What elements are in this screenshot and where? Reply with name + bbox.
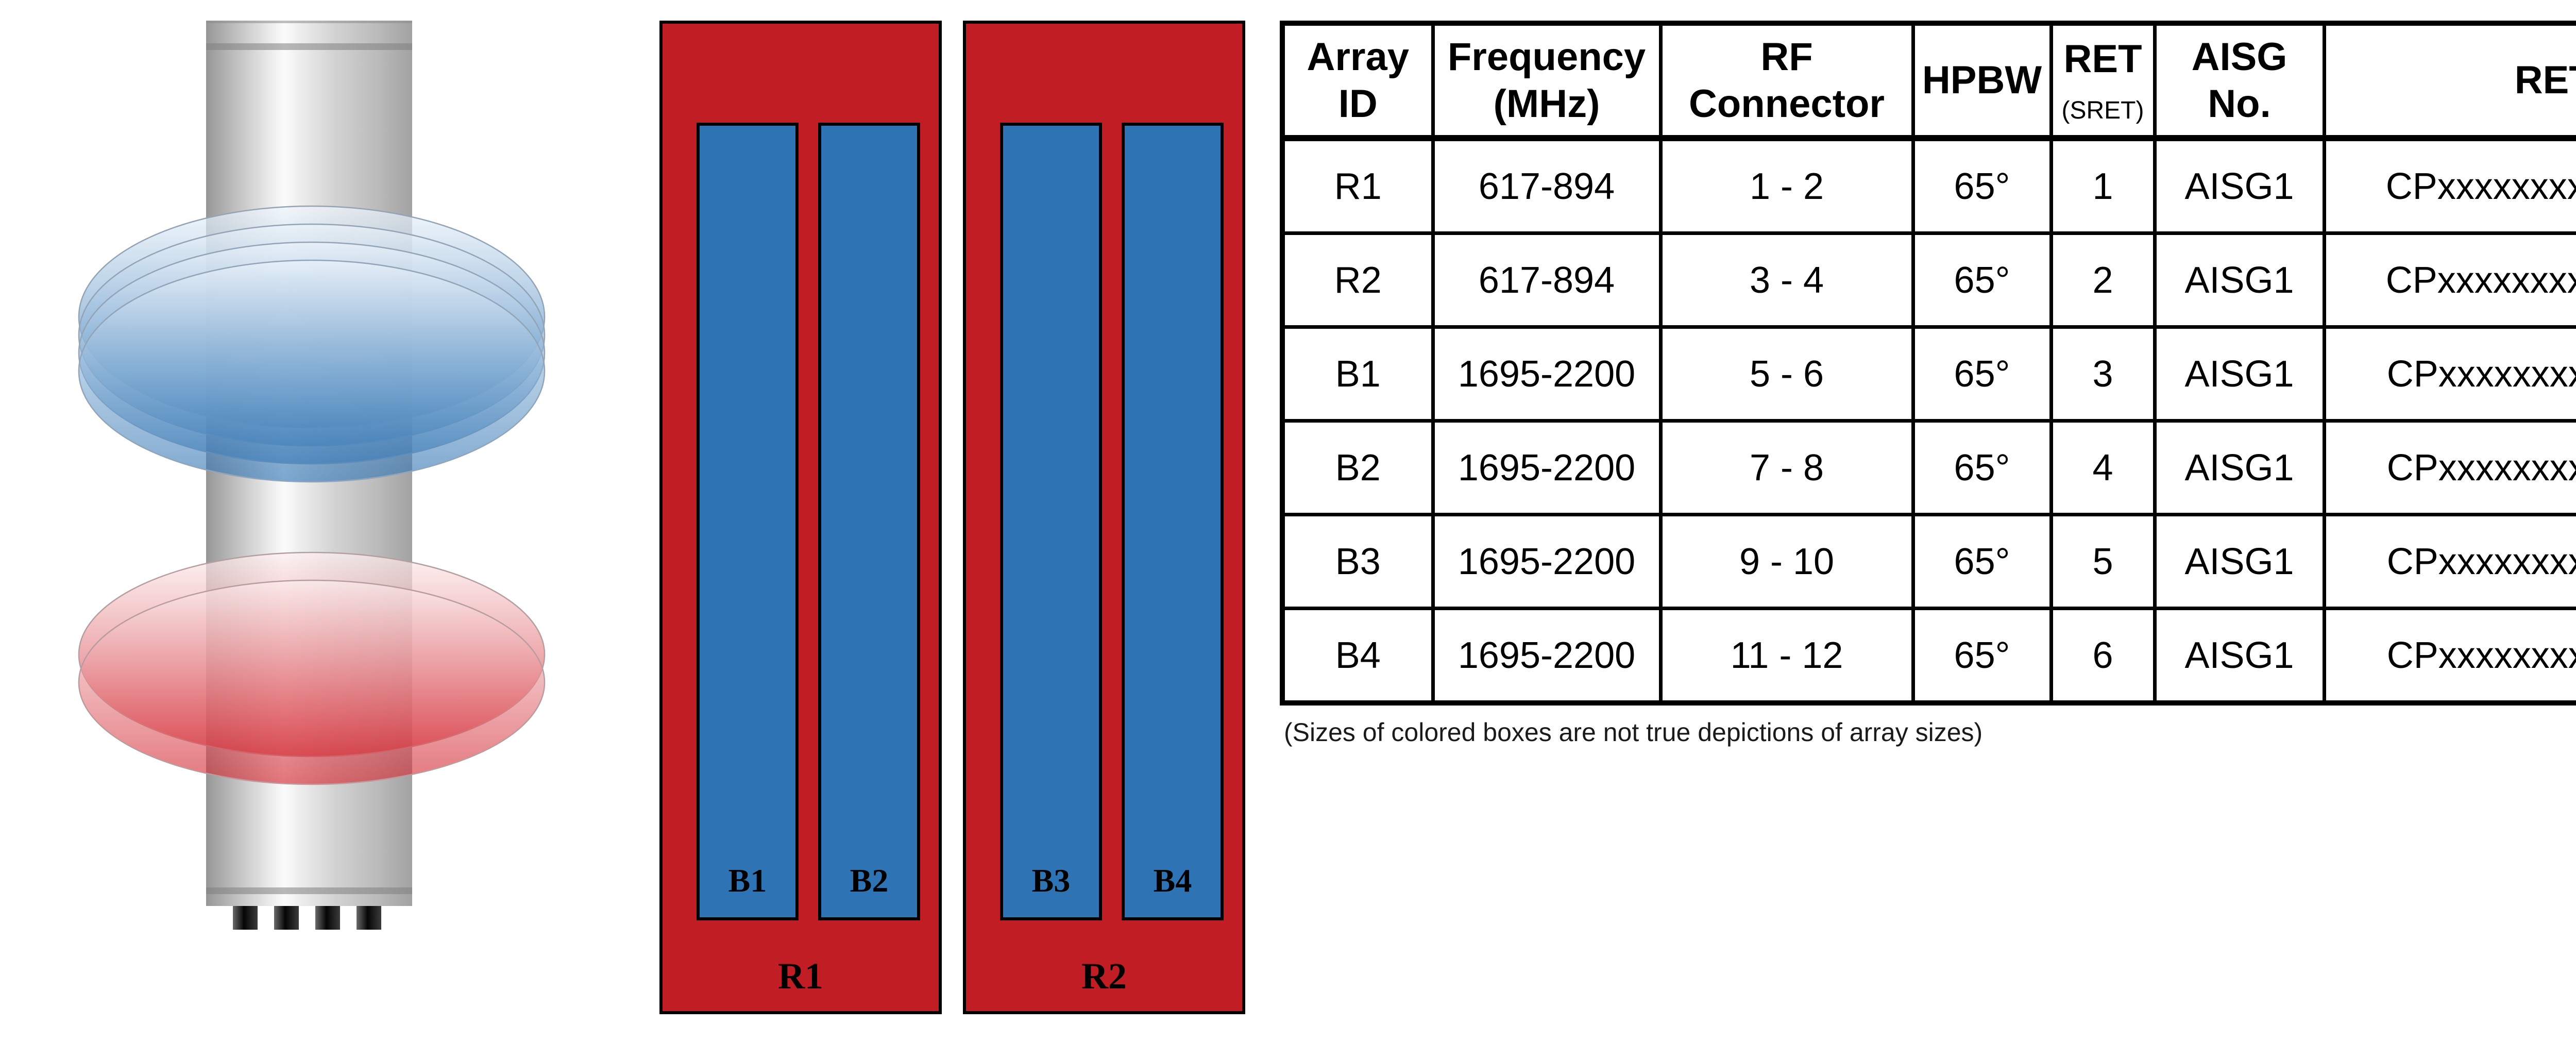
hpbw-cell: 65° [1911, 325, 2053, 423]
table-row-r2: R2 617-894 3 - 4 65° 2 AISG1 CPxxxxxxxxx… [1280, 231, 2576, 329]
table-row-b3: B3 1695-2200 9 - 10 65° 5 AISG1 CPxxxxxx… [1280, 513, 2576, 610]
table-row-b4: B4 1695-2200 11 - 12 65° 6 AISG1 CPxxxxx… [1280, 607, 2576, 705]
hpbw-cell: 65° [1911, 419, 2053, 516]
array-id-cell: B1 [1280, 325, 1435, 423]
array-bar-label: B3 [1031, 862, 1071, 899]
red-beam-discs [78, 551, 546, 785]
frequency-cell: 1695-2200 [1431, 607, 1663, 705]
array-bar-label: B1 [728, 862, 767, 899]
col-header-hpbw: HPBW [1911, 21, 2053, 141]
table-row-r1: R1 617-894 1 - 2 65° 1 AISG1 CPxxxxxxxxx… [1280, 136, 2576, 235]
ret-cell: 1 [2049, 136, 2157, 235]
hpbw-cell: 65° [1911, 231, 2053, 329]
array-panel-r1: B1 B2 R1 [659, 21, 942, 1014]
array-id-cell: B4 [1280, 607, 1435, 705]
antenna-connector-feet [233, 906, 381, 930]
col-header-array-id: Array ID [1280, 21, 1435, 141]
array-panel-r2: B3 B4 R2 [963, 21, 1245, 1014]
col-header-ret: RET (SRET) [2049, 21, 2157, 141]
col-header-frequency: Frequency (MHz) [1431, 21, 1663, 141]
array-panel-label: R1 [778, 955, 823, 997]
ret-cell: 5 [2049, 513, 2157, 610]
ret-uid-cell: CPxxxxxxxxxxxxxxxxxB4 [2322, 607, 2576, 705]
array-id-cell: B3 [1280, 513, 1435, 610]
aisg-cell: AISG1 [2153, 513, 2326, 610]
array-bar-label: B4 [1153, 862, 1192, 899]
ret-uid-cell: CPxxxxxxxxxxxxxxxxxB3 [2322, 513, 2576, 610]
array-panel-label: R2 [1081, 955, 1127, 997]
ret-uid-cell: CPxxxxxxxxxxxxxxxxxB1 [2322, 325, 2576, 423]
header-row: Array ID Frequency (MHz) RF Connector HP… [1280, 21, 2576, 141]
aisg-cell: AISG1 [2153, 419, 2326, 516]
table-row-b1: B1 1695-2200 5 - 6 65° 3 AISG1 CPxxxxxxx… [1280, 325, 2576, 423]
aisg-cell: AISG1 [2153, 136, 2326, 235]
ret-cell: 6 [2049, 607, 2157, 705]
aisg-cell: AISG1 [2153, 325, 2326, 423]
ret-spec-table: Array ID Frequency (MHz) RF Connector HP… [1280, 21, 2576, 706]
frequency-cell: 1695-2200 [1431, 419, 1663, 516]
blue-beam-discs [78, 205, 546, 483]
col-header-rf-connector: RF Connector [1658, 21, 1915, 141]
array-id-cell: R2 [1280, 231, 1435, 329]
aisg-cell: AISG1 [2153, 231, 2326, 329]
array-bar-b4: B4 [1122, 123, 1224, 920]
rf-connector-cell: 11 - 12 [1658, 607, 1915, 705]
ret-uid-cell: CPxxxxxxxxxxxxxxxxxB2 [2322, 419, 2576, 516]
rf-connector-cell: 9 - 10 [1658, 513, 1915, 610]
hpbw-cell: 65° [1911, 513, 2053, 610]
frequency-cell: 1695-2200 [1431, 325, 1663, 423]
hpbw-cell: 65° [1911, 136, 2053, 235]
array-bar-b2: B2 [818, 123, 920, 920]
ret-uid-cell: CPxxxxxxxxxxxxxxxxxR2 [2322, 231, 2576, 329]
frequency-cell: 617-894 [1431, 231, 1663, 329]
rf-connector-cell: 3 - 4 [1658, 231, 1915, 329]
col-header-ret-uid: RET UID [2322, 21, 2576, 141]
frequency-cell: 617-894 [1431, 136, 1663, 235]
ret-cell: 3 [2049, 325, 2157, 423]
ret-cell: 2 [2049, 231, 2157, 329]
rf-connector-cell: 7 - 8 [1658, 419, 1915, 516]
table-row-b2: B2 1695-2200 7 - 8 65° 4 AISG1 CPxxxxxxx… [1280, 419, 2576, 516]
footnote: (Sizes of colored boxes are not true dep… [1284, 718, 1983, 747]
ret-uid-cell: CPxxxxxxxxxxxxxxxxxR1 [2322, 136, 2576, 235]
aisg-cell: AISG1 [2153, 607, 2326, 705]
array-bar-label: B2 [850, 862, 889, 899]
antenna-illustration [78, 21, 546, 930]
array-id-cell: R1 [1280, 136, 1435, 235]
array-bar-b3: B3 [1000, 123, 1102, 920]
array-bar-b1: B1 [697, 123, 799, 920]
rf-connector-cell: 1 - 2 [1658, 136, 1915, 235]
ret-cell: 4 [2049, 419, 2157, 516]
col-header-aisg-no: AISG No. [2153, 21, 2326, 141]
array-id-cell: B2 [1280, 419, 1435, 516]
rf-connector-cell: 5 - 6 [1658, 325, 1915, 423]
hpbw-cell: 65° [1911, 607, 2053, 705]
frequency-cell: 1695-2200 [1431, 513, 1663, 610]
